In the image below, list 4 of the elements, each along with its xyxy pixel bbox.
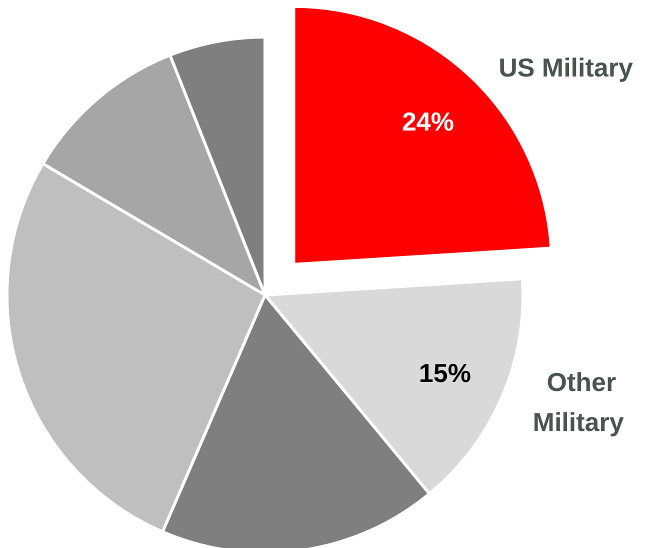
data-label: 15% — [418, 358, 471, 388]
data-label: 24% — [402, 106, 454, 136]
slice-label: Other Military — [532, 367, 624, 438]
slice-label: US Military — [498, 52, 634, 83]
